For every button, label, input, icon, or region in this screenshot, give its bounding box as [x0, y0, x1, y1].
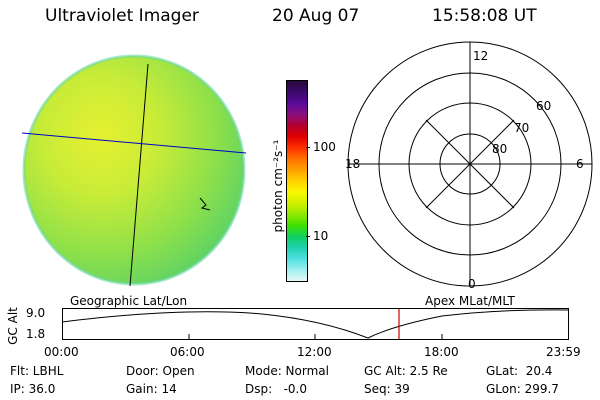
colorbar-unit-label: photon cm⁻²s⁻¹ [271, 139, 285, 233]
status-mode: Mode: Normal [245, 364, 329, 378]
latitude-line [21, 132, 247, 154]
date-label: 20 Aug 07 [272, 6, 360, 26]
orbit-x-tick-3: 18:00 [424, 345, 459, 359]
orbit-y-top: 9.0 [26, 306, 46, 320]
tick-100-mark [306, 147, 310, 148]
status-ip: IP: 36.0 [10, 382, 56, 396]
mlt-label-6: 6 [576, 157, 584, 171]
polar-panel-caption: Apex MLat/MLT [425, 294, 515, 308]
polar-grid-panel: 12 18 6 0 60 70 80 [345, 41, 593, 291]
status-filter: Flt: LBHL [10, 364, 64, 378]
orbit-plot-frame [62, 308, 569, 340]
orbit-x-tick-0: 00:00 [44, 345, 79, 359]
mlt-label-12: 12 [473, 49, 488, 63]
time-label: 15:58:08 UT [432, 6, 537, 26]
tick-10-mark [306, 236, 310, 237]
status-door: Door: Open [126, 364, 195, 378]
image-panel-caption: Geographic Lat/Lon [70, 294, 188, 308]
mlt-diagonal-2 [425, 119, 515, 209]
uv-image-panel [21, 54, 247, 287]
lat-label-70: 70 [514, 121, 529, 135]
lat-label-60: 60 [536, 99, 551, 113]
lat-label-80: 80 [492, 142, 507, 156]
status-glat: GLat: 20.4 [486, 364, 553, 378]
status-dsp: Dsp: -0.0 [245, 382, 308, 396]
colorbar-tick-10: 10 [313, 229, 329, 243]
colorbar-tick-100: 100 [313, 140, 336, 154]
earth-disk [24, 56, 244, 284]
orbit-x-tick-1: 06:00 [170, 345, 205, 359]
color-scale-bar [286, 80, 308, 282]
color-scale-gradient [287, 81, 307, 281]
orbit-x-tick-2: 12:00 [297, 345, 332, 359]
status-gain: Gain: 14 [126, 382, 177, 396]
orbit-altitude-curve [62, 309, 569, 339]
instrument-title: Ultraviolet Imager [45, 6, 199, 26]
longitude-line [129, 63, 149, 287]
status-glon: GLon: 299.7 [486, 382, 559, 396]
earth-disk-edge [22, 54, 246, 286]
status-gc-alt: GC Alt: 2.5 Re [364, 364, 448, 378]
mlt-label-0: 0 [468, 277, 476, 291]
orbit-altitude-plot [62, 308, 569, 340]
orbit-y-bottom: 1.8 [26, 327, 46, 341]
mlt-label-18: 18 [345, 157, 360, 171]
status-seq: Seq: 39 [364, 382, 410, 396]
orbit-x-tick-4: 23:59 [546, 345, 581, 359]
coastline-mark [199, 197, 211, 211]
orbit-ylabel: GC Alt [6, 307, 20, 345]
